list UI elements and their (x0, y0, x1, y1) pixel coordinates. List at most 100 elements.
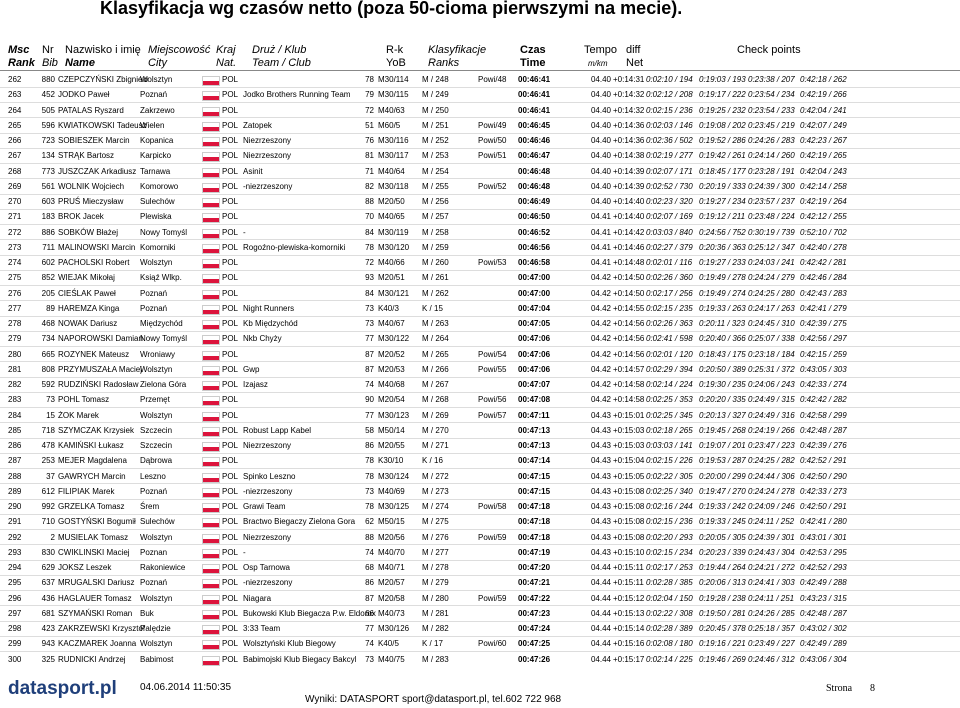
nat: POL (222, 441, 239, 450)
yob: 76 (365, 136, 374, 145)
diff: +0:15:01 (613, 410, 645, 420)
name: GAWRYCH Marcin (58, 471, 126, 481)
category: M30/115 (378, 90, 409, 100)
rank-group: M / 281 (422, 608, 449, 618)
yob: 77 (365, 334, 374, 344)
bib: 325 (41, 654, 55, 664)
checkpoint: 0:19:42 / 261 (699, 151, 746, 161)
rank-group: M / 261 (422, 273, 449, 283)
tempo: 04.44 (590, 593, 611, 603)
city: Poznan (140, 547, 168, 557)
city: Wielen (140, 120, 165, 130)
yob: 84 (365, 227, 374, 237)
flag (202, 228, 220, 239)
checkpoint: 0:18:43 / 175 (699, 349, 746, 359)
checkpoint: 0:42:19 / 264 (800, 197, 847, 206)
tempo: 04.40 (590, 151, 611, 161)
yob: 74 (365, 639, 374, 649)
rank: 278 (8, 319, 22, 328)
team: Rogoźno-plewiska-komorniki (243, 242, 346, 252)
checkpoint: 0:42:39 / 275 (800, 319, 847, 328)
yob: 73 (365, 486, 374, 496)
nat: POL (222, 380, 239, 389)
time: 00:47:13 (518, 425, 551, 435)
category: M40/63 (378, 105, 405, 115)
row-rule (0, 193, 960, 195)
checkpoint: 0:02:26 / 363 (646, 319, 693, 328)
team: Gwp (243, 364, 260, 374)
city: Śrem (140, 502, 160, 511)
time: 00:47:05 (518, 319, 551, 328)
name: SZYMAŃSKI Roman (58, 608, 133, 618)
nat: POL (222, 593, 239, 603)
header-label: Druż / Klub (252, 44, 307, 56)
nat: POL (222, 471, 239, 481)
checkpoint: 0:02:26 / 360 (646, 273, 693, 283)
name: BROK Jacek (58, 212, 104, 222)
city: Szczecin (140, 441, 173, 450)
nat: POL (222, 151, 239, 161)
city: Wolsztyn (140, 532, 173, 542)
checkpoint: 0:42:39 / 276 (800, 441, 847, 450)
tempo: 04.43 (590, 532, 611, 542)
rank: 274 (8, 258, 22, 267)
rank: 282 (8, 380, 22, 389)
class: Powi/48 (478, 75, 507, 84)
checkpoint: 0:25:31 / 372 (748, 364, 795, 374)
team: Jodko Brothers Running Team (243, 90, 351, 100)
rank-group: M / 268 (422, 395, 449, 405)
flag (202, 243, 220, 254)
checkpoint: 0:20:19 / 333 (699, 181, 746, 191)
nat: POL (222, 486, 239, 496)
nat: POL (222, 273, 239, 283)
nat: POL (222, 166, 239, 176)
checkpoint: 0:24:56 / 752 (699, 227, 746, 237)
bib: 205 (41, 288, 55, 298)
time: 00:47:18 (518, 517, 551, 527)
logo: datasport.pl (8, 678, 117, 699)
name: MEJER Magdalena (58, 456, 127, 466)
time: 00:47:06 (518, 334, 551, 344)
checkpoint: 0:19:27 / 233 (699, 258, 746, 267)
class: Powi/51 (478, 151, 507, 161)
flag (202, 411, 220, 422)
header-label: Klasyfikacje (428, 44, 487, 56)
city: Palędzie (140, 624, 171, 633)
header-label: Team / Club (252, 57, 311, 69)
team: Izajasz (243, 380, 268, 389)
team: -niezrzeszony (243, 486, 293, 496)
checkpoint: 0:42:14 / 258 (800, 181, 847, 191)
checkpoint: 0:20:11 / 323 (699, 319, 746, 328)
category: M30/124 (378, 471, 410, 481)
bib: 637 (41, 578, 55, 588)
rank-group: M / 249 (422, 90, 449, 100)
flag (202, 259, 220, 269)
diff: +0:14:36 (613, 136, 645, 145)
checkpoint: 0:02:07 / 171 (646, 166, 693, 176)
row-rule (0, 544, 960, 546)
header-label: Time (520, 57, 546, 69)
time: 00:47:00 (518, 288, 551, 298)
row-rule (0, 483, 960, 485)
team: -niezrzeszony (243, 181, 293, 191)
checkpoint: 0:02:14 / 225 (646, 654, 693, 664)
name: SOBKÓW Błażej (58, 227, 119, 237)
header-rule (0, 70, 960, 71)
checkpoint: 0:19:16 / 221 (699, 639, 746, 649)
nat: POL (222, 227, 239, 237)
city: Ksiąź Wlkp. (140, 273, 182, 283)
tempo: 04.40 (590, 166, 611, 176)
rank: 276 (8, 288, 22, 298)
checkpoint: 0:19:44 / 264 (699, 563, 746, 572)
category: M40/67 (378, 319, 405, 328)
name: KWIATKOWSKI Tadeusz (58, 120, 147, 130)
city: Babimost (140, 654, 174, 664)
rank-group: M / 260 (422, 258, 449, 267)
checkpoint: 0:24:49 / 316 (748, 410, 795, 420)
bib: 992 (41, 502, 55, 511)
bib: 773 (41, 166, 55, 176)
yob: 51 (365, 120, 374, 130)
flag (202, 167, 220, 178)
checkpoint: 0:42:48 / 287 (800, 425, 847, 435)
nat: POL (222, 639, 239, 649)
